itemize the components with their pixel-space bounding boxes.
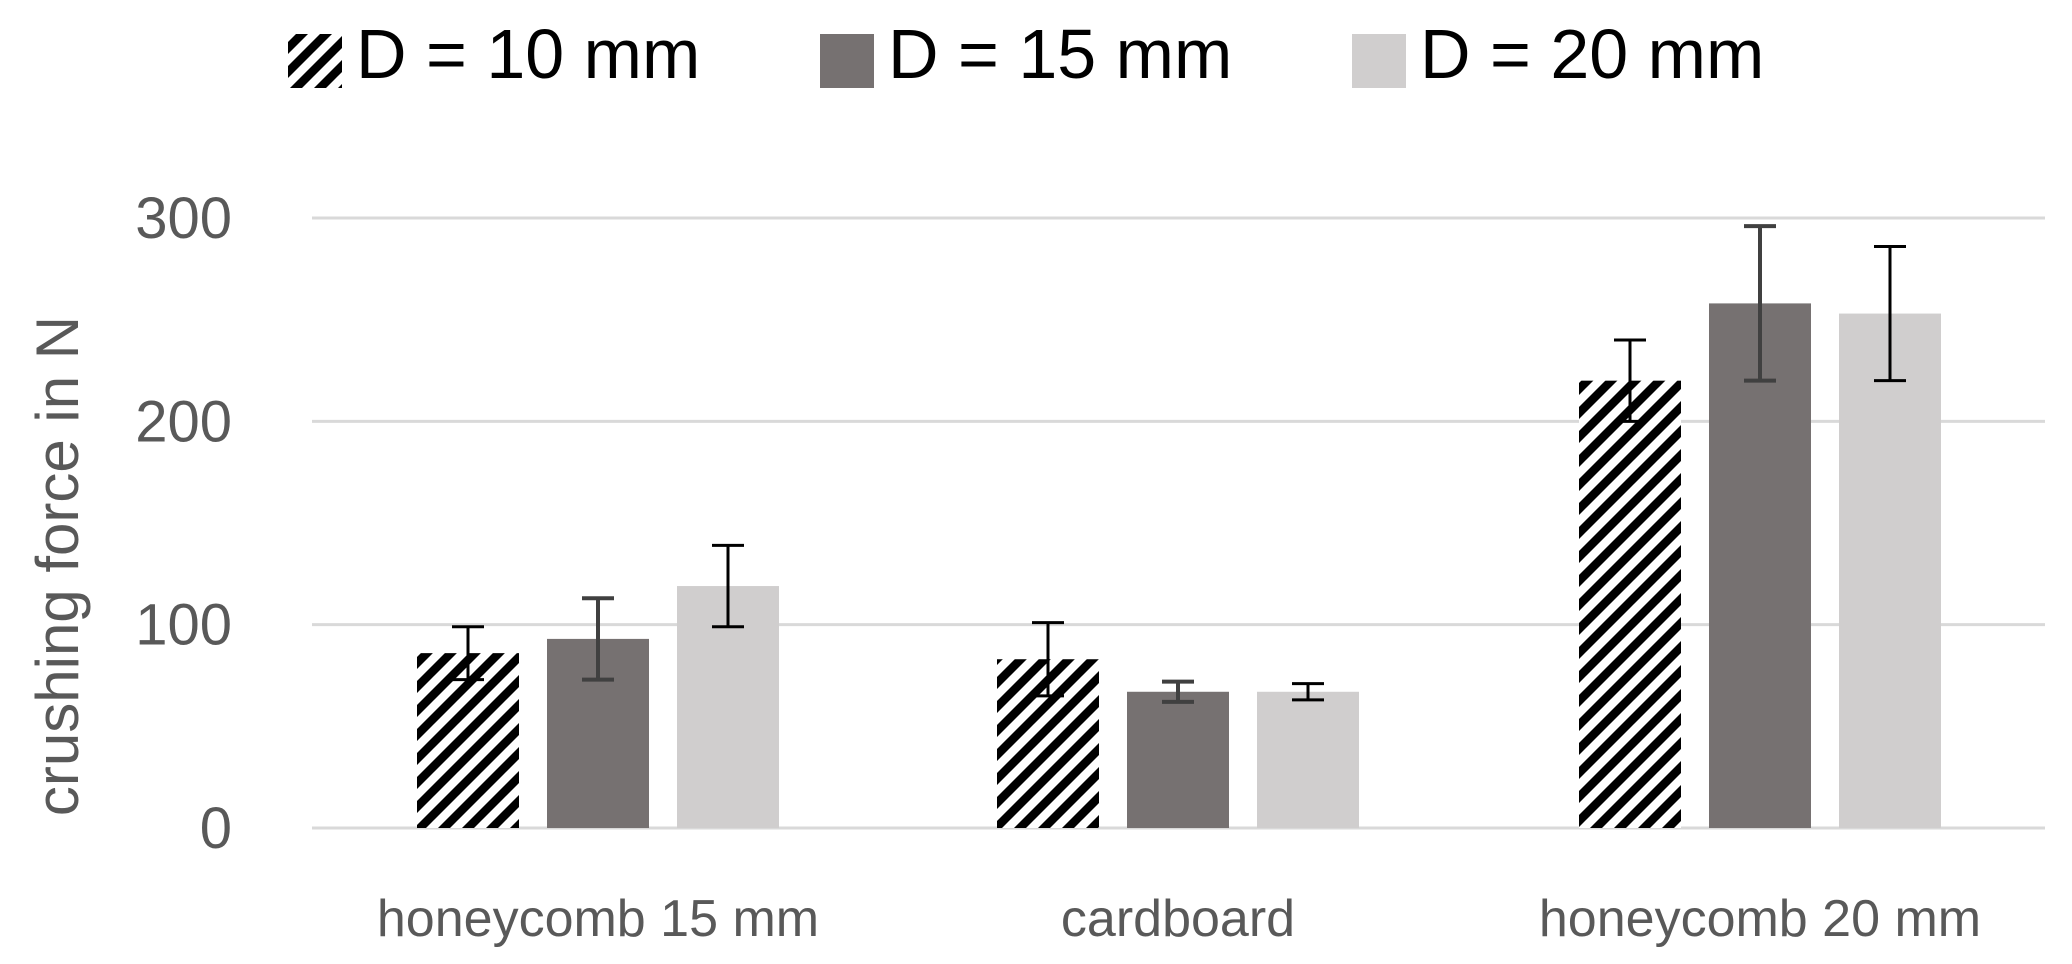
y-tick-label: 300	[135, 186, 232, 251]
legend-label: D = 10 mm	[356, 15, 700, 93]
bar	[1127, 691, 1229, 828]
error-bars	[452, 224, 1906, 704]
bar	[1579, 380, 1681, 828]
category-label: honeycomb 15 mm	[377, 890, 819, 948]
legend-label: D = 15 mm	[888, 15, 1232, 93]
y-tick-label: 100	[135, 593, 232, 658]
bars	[417, 303, 1941, 829]
legend-swatch	[288, 34, 342, 88]
legend: D = 10 mm D = 15 mm D = 20 mm	[288, 15, 1764, 93]
category-label: cardboard	[1061, 890, 1295, 948]
bar	[1709, 303, 1811, 828]
legend-swatch	[1352, 34, 1406, 88]
bar	[1257, 691, 1359, 828]
y-tick-label: 0	[200, 796, 232, 861]
legend-label: D = 20 mm	[1420, 15, 1764, 93]
y-axis-title: crushing force in N	[24, 316, 91, 816]
y-tick-label: 200	[135, 389, 232, 454]
category-labels: honeycomb 15 mm cardboard honeycomb 20 mm	[377, 890, 1981, 948]
y-tick-labels: 0 100 200 300	[135, 186, 232, 861]
bar	[1839, 313, 1941, 829]
legend-swatch	[820, 34, 874, 88]
category-label: honeycomb 20 mm	[1539, 890, 1981, 948]
bar	[417, 653, 519, 828]
